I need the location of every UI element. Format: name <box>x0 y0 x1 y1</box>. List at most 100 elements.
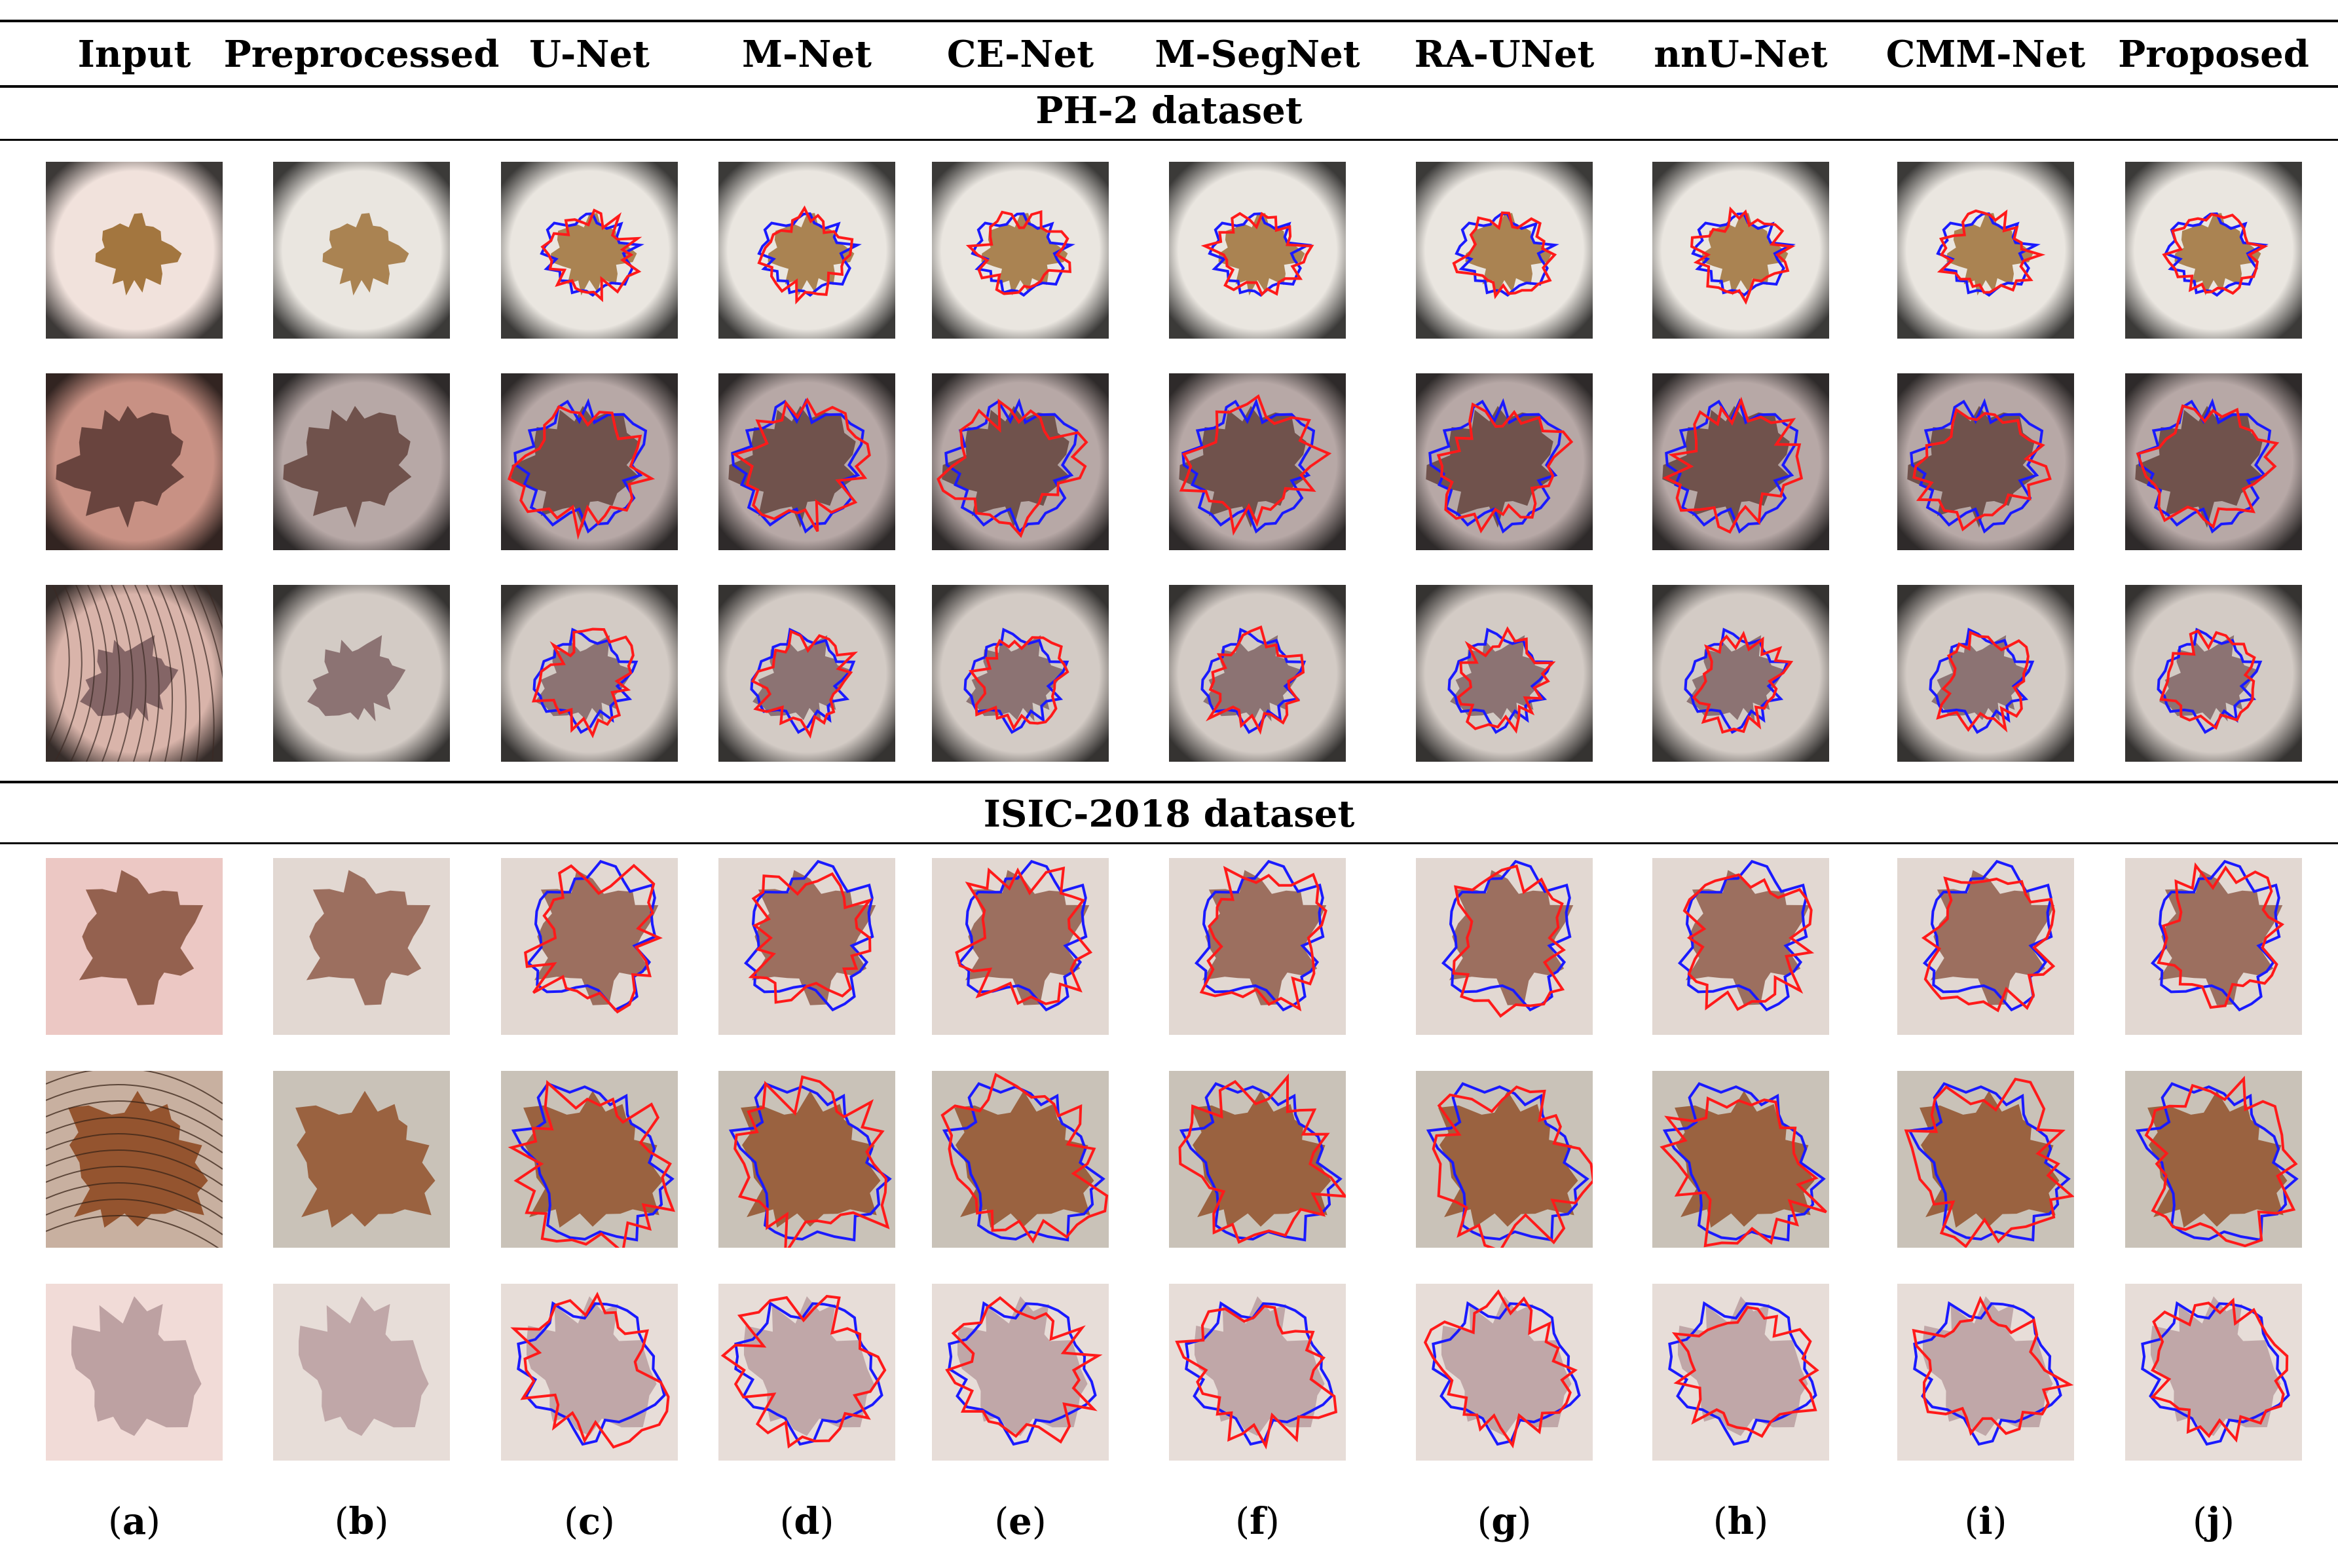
dermoscope-vignette <box>2125 585 2302 762</box>
dermoscope-vignette <box>273 585 450 762</box>
dermoscope-vignette <box>273 373 450 550</box>
ground-truth-contour <box>942 1082 1105 1242</box>
segmentation-image <box>501 1071 678 1248</box>
segmentation-image <box>273 373 450 550</box>
ground-truth-contour <box>1691 212 1796 297</box>
segmentation-image <box>1416 585 1593 762</box>
column-header-cmm-net: CMM-Net <box>1885 33 2086 76</box>
hair-strand <box>46 1100 223 1137</box>
segmentation-image <box>501 1284 678 1461</box>
section-rule-ph2 <box>0 139 2338 141</box>
dermoscope-vignette <box>46 373 223 550</box>
predicted-contour <box>1452 864 1566 1018</box>
predicted-contour <box>1660 1096 1827 1248</box>
predicted-contour <box>955 867 1093 1005</box>
predicted-contour <box>1937 209 2046 294</box>
panel-label-g: (g) <box>1477 1500 1532 1543</box>
ground-truth-contour <box>944 398 1079 534</box>
ground-truth-contour <box>757 212 862 297</box>
panel-label-e: (e) <box>994 1500 1047 1543</box>
column-header-u-net: U-Net <box>529 33 650 76</box>
ground-truth-contour <box>2150 859 2281 1012</box>
hair-strand <box>70 585 96 762</box>
predicted-contour <box>1199 866 1327 1012</box>
segmentation-image <box>273 162 450 339</box>
ground-truth-contour <box>1208 212 1312 297</box>
dermoscope-vignette <box>1169 585 1346 762</box>
ground-truth-contour <box>1181 398 1316 534</box>
segmentation-image <box>932 858 1109 1035</box>
segmentation-image <box>501 858 678 1035</box>
lesion <box>957 1296 1088 1436</box>
predicted-contour <box>1200 212 1314 297</box>
predicted-contour <box>1682 873 1815 1011</box>
hair-strand <box>146 585 174 762</box>
ground-truth-contour <box>1907 1082 2071 1242</box>
hair-strand <box>54 585 83 762</box>
segmentation-image <box>1169 162 1346 339</box>
segmentation-image <box>1169 373 1346 550</box>
predicted-contour <box>751 629 859 739</box>
segmentation-image <box>1652 162 1829 339</box>
predicted-contour <box>1662 396 1804 534</box>
predicted-contour <box>1921 876 2056 1013</box>
dermoscope-vignette <box>1897 585 2074 762</box>
segmentation-image <box>501 585 678 762</box>
dermoscope-vignette <box>501 373 678 550</box>
hair-strand <box>99 585 121 762</box>
segmentation-image <box>1416 1071 1593 1248</box>
segmentation-image <box>2125 373 2302 550</box>
segmentation-image <box>1169 1071 1346 1248</box>
ground-truth-contour <box>1684 627 1790 734</box>
dermoscope-vignette <box>932 162 1109 339</box>
segmentation-image <box>932 1284 1109 1461</box>
lesion <box>2151 1296 2281 1436</box>
dermoscope-vignette <box>1169 162 1346 339</box>
segmentation-image <box>1416 1284 1593 1461</box>
dermoscope-vignette <box>273 162 450 339</box>
hair-strand <box>205 585 223 630</box>
column-header-input: Input <box>77 33 191 76</box>
segmentation-image <box>501 162 678 339</box>
segmentation-image <box>932 585 1109 762</box>
segmentation-image <box>932 162 1109 339</box>
hair-strand <box>181 585 215 762</box>
hair-strand <box>111 585 134 762</box>
segmentation-image <box>932 373 1109 550</box>
hair-strand <box>193 585 223 679</box>
segmentation-image <box>1416 373 1593 550</box>
predicted-contour <box>2150 1297 2289 1443</box>
dermoscope-vignette <box>718 162 895 339</box>
predicted-contour <box>1206 625 1305 735</box>
segmentation-image <box>1652 858 1829 1035</box>
hair-strand <box>46 1084 223 1121</box>
lesion <box>68 1091 208 1228</box>
lesion <box>299 1296 429 1436</box>
lesion <box>1438 1091 1578 1228</box>
hair-strand <box>122 585 147 762</box>
predicted-contour <box>945 1296 1103 1444</box>
predicted-contour <box>1423 1289 1578 1449</box>
segmentation-image <box>1169 585 1346 762</box>
section-title-isic2018: ISIC-2018 dataset <box>983 793 1355 836</box>
header-rule <box>0 85 2338 88</box>
hair-strand <box>46 1149 223 1186</box>
segmentation-image <box>718 1071 895 1248</box>
column-header-ra-unet: RA-UNet <box>1414 33 1595 76</box>
lesion <box>71 1296 202 1436</box>
segmentation-image <box>46 162 223 339</box>
panel-label-c: (c) <box>564 1500 615 1543</box>
dermoscope-vignette <box>501 585 678 762</box>
dermoscope-vignette <box>1652 585 1829 762</box>
segmentation-image <box>46 585 223 762</box>
hair-strand <box>46 1199 223 1235</box>
segmentation-image <box>1169 1284 1346 1461</box>
ground-truth-contour <box>1185 1301 1334 1446</box>
predicted-contour <box>1692 630 1794 734</box>
ground-truth-contour <box>1913 1301 2062 1446</box>
hair-strand <box>46 585 70 751</box>
lesion <box>2147 1091 2288 1228</box>
hair-strand <box>46 1215 219 1248</box>
predicted-contour <box>1179 394 1332 536</box>
predicted-contour <box>507 405 656 540</box>
